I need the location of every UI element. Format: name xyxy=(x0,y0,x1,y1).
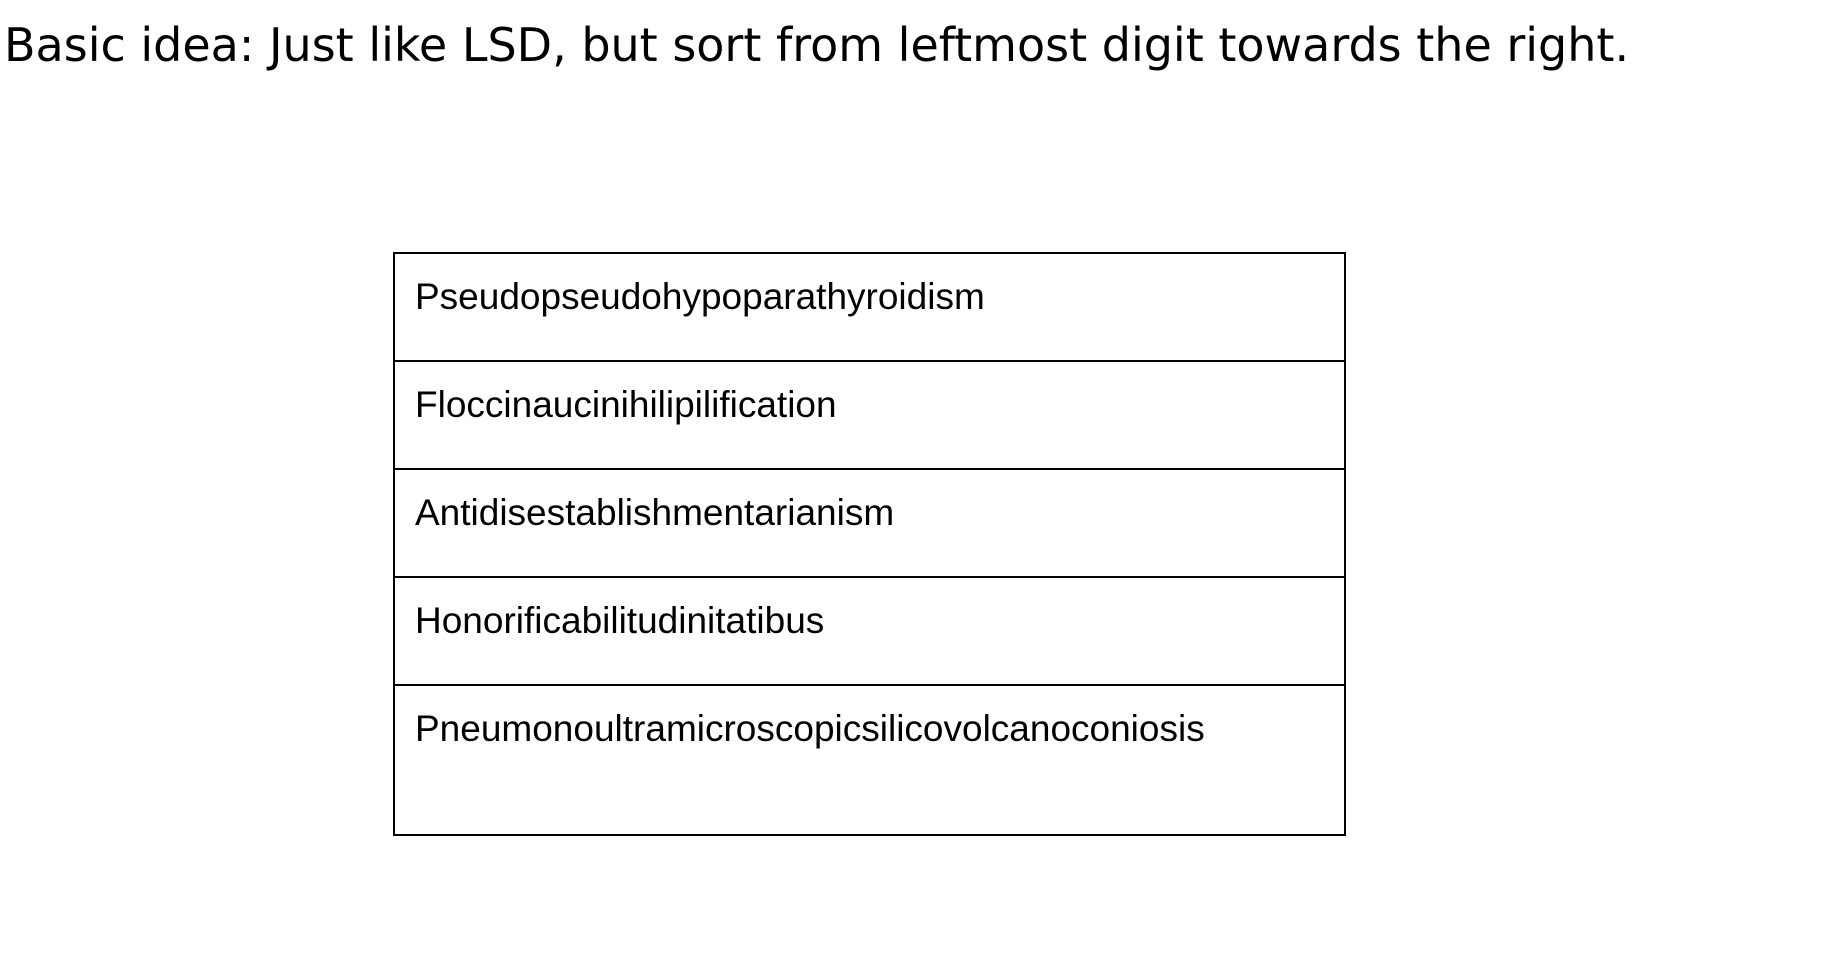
word-cell: Floccinaucinihilipilification xyxy=(393,360,1346,470)
word-cell: Pneumonoultramicroscopicsilicovolcanocon… xyxy=(393,684,1346,836)
word-cell: Honorificabilitudinitatibus xyxy=(393,576,1346,686)
table-row: Pneumonoultramicroscopicsilicovolcanocon… xyxy=(393,684,1346,836)
word-cell: Pseudopseudohypoparathyroidism xyxy=(393,252,1346,362)
table-row: Honorificabilitudinitatibus xyxy=(393,576,1346,686)
word-cell: Antidisestablishmentarianism xyxy=(393,468,1346,578)
slide-heading: Basic idea: Just like LSD, but sort from… xyxy=(4,18,1630,72)
table-row: Floccinaucinihilipilification xyxy=(393,360,1346,470)
word-table: Pseudopseudohypoparathyroidism Floccinau… xyxy=(393,252,1346,836)
table-row: Antidisestablishmentarianism xyxy=(393,468,1346,578)
table-row: Pseudopseudohypoparathyroidism xyxy=(393,252,1346,362)
